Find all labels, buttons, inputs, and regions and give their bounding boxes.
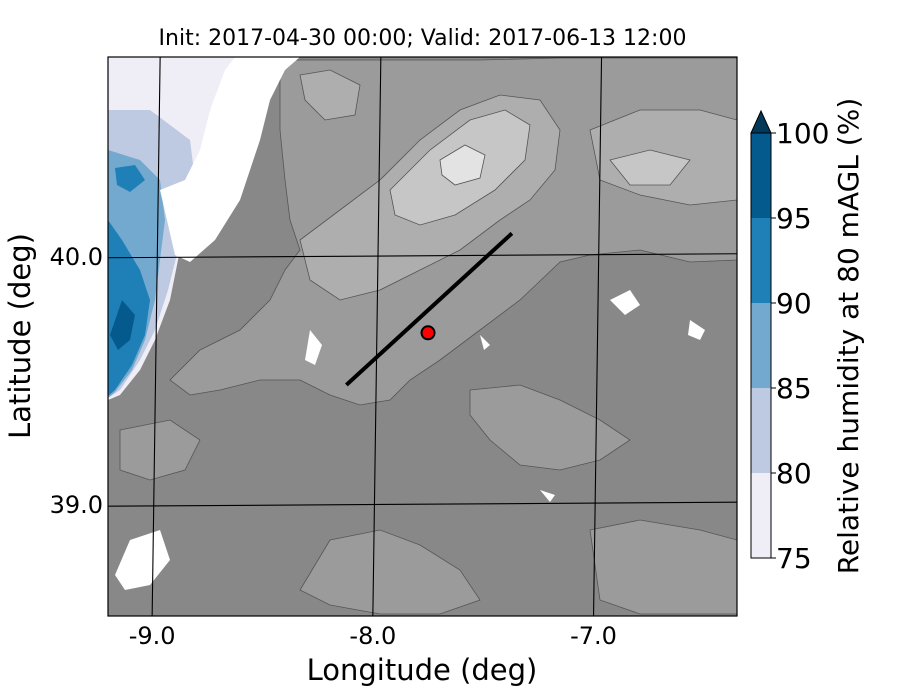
site-marker (420, 325, 436, 341)
rh-95-100 (110, 300, 135, 350)
colorbar-segment (751, 133, 771, 218)
parallel-line (108, 501, 737, 507)
y-tick-labels: 40.0 39.0 (50, 243, 103, 519)
terrain-band (589, 519, 737, 615)
terrain-band (119, 419, 201, 481)
x-axis-label: Longitude (deg) (307, 653, 538, 687)
x-tick-label: -7.0 (570, 622, 617, 650)
plot-title: Init: 2017-04-30 00:00; Valid: 2017-06-1… (158, 26, 687, 51)
x-tick-labels: -9.0 -8.0 -7.0 (129, 622, 617, 650)
terrain-band (609, 149, 691, 186)
colorbar-segment (751, 218, 771, 303)
colorbar: 75 80 85 90 95 100 (750, 109, 829, 575)
colorbar-tick-label: 100 (776, 117, 829, 150)
white-pocket (688, 320, 705, 340)
rh-90-95 (115, 165, 145, 192)
white-pocket (540, 490, 555, 502)
meridian-line (372, 57, 382, 616)
colorbar-tick-label: 85 (776, 372, 812, 405)
parallel-line (108, 253, 737, 259)
meridian-line (151, 57, 161, 616)
colorbar-tick-label: 90 (776, 287, 812, 320)
terrain-band (439, 144, 486, 186)
map-frame (107, 56, 738, 617)
terrain-band (299, 69, 361, 121)
colorbar-segment (751, 473, 771, 558)
meridian-line (592, 57, 603, 616)
white-pocket (305, 330, 322, 365)
colorbar-segment (751, 388, 771, 473)
humidity-field (108, 57, 300, 400)
colorbar-segment (751, 303, 771, 388)
colorbar-frame (750, 132, 772, 559)
colorbar-tick-label: 95 (776, 202, 812, 235)
colorbar-label: Relative humidity at 80 mAGL (%) (832, 98, 865, 575)
x-tick-label: -8.0 (349, 622, 396, 650)
x-tick-label: -9.0 (129, 622, 176, 650)
transect-line (345, 231, 514, 387)
map-panel (108, 57, 737, 616)
rh-90-95 (108, 220, 150, 396)
terrain-contours (119, 57, 737, 615)
colorbar-tick-label: 75 (776, 542, 812, 575)
white-area (160, 57, 300, 262)
y-axis-label: Latitude (deg) (3, 233, 37, 439)
white-pockets (115, 290, 705, 590)
white-pocket (480, 335, 490, 350)
y-tick-label: 39.0 (50, 491, 103, 519)
colorbar-extend-arrow (750, 109, 772, 134)
colorbar-tick-label: 80 (776, 457, 812, 490)
terrain-band (469, 384, 631, 471)
y-tick-label: 40.0 (50, 243, 103, 271)
white-pocket (610, 290, 640, 315)
white-pocket (115, 530, 170, 590)
terrain-band (299, 529, 481, 615)
graticule (108, 57, 737, 616)
